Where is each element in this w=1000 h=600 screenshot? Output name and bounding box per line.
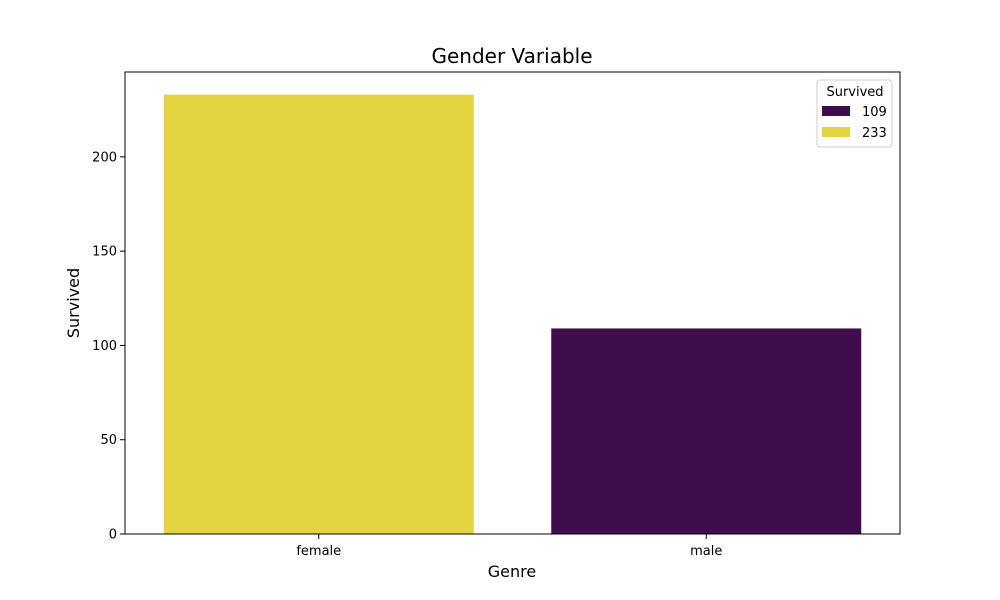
x-tick-label-female: female bbox=[296, 544, 341, 559]
y-tick-label: 50 bbox=[100, 433, 117, 448]
chart-title: Gender Variable bbox=[431, 44, 592, 68]
y-tick-label: 200 bbox=[92, 150, 117, 165]
x-axis-ticks: female male bbox=[296, 534, 722, 559]
legend-label: 109 bbox=[862, 105, 887, 120]
plot-frame bbox=[124, 71, 901, 535]
legend-swatch bbox=[822, 127, 850, 137]
x-tick-label-male: male bbox=[690, 544, 722, 559]
y-axis-label: Survived bbox=[64, 268, 83, 338]
y-tick-label: 0 bbox=[109, 528, 117, 543]
bar-male bbox=[551, 328, 862, 534]
y-axis-ticks: 0 50 100 150 200 bbox=[92, 150, 125, 543]
y-tick-label: 150 bbox=[92, 245, 117, 260]
legend-swatch bbox=[822, 106, 850, 116]
x-axis-label: Genre bbox=[488, 562, 536, 581]
y-tick-label: 100 bbox=[92, 339, 117, 354]
bars-group bbox=[163, 94, 862, 534]
bar-female bbox=[163, 94, 474, 534]
legend-label: 233 bbox=[862, 126, 887, 141]
legend-title: Survived bbox=[826, 85, 883, 100]
